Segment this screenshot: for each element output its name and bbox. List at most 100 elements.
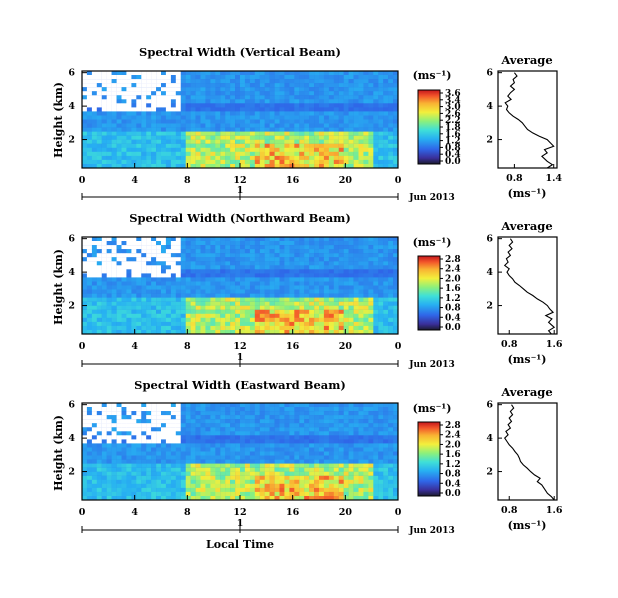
heatmap-cell xyxy=(101,139,107,144)
heatmap-cell xyxy=(82,277,88,282)
heatmap-cell xyxy=(165,297,171,302)
heatmap-cell xyxy=(230,107,236,112)
heatmap-cell xyxy=(165,443,171,448)
heatmap-cell xyxy=(358,127,364,132)
heatmap-cell xyxy=(393,269,399,274)
heatmap-cell xyxy=(190,241,196,246)
heatmap-cell xyxy=(215,321,221,327)
heatmap-cell xyxy=(205,75,211,80)
heatmap-cell xyxy=(106,289,112,294)
heatmap-cell xyxy=(378,293,384,298)
heatmap-cell xyxy=(294,237,300,242)
heatmap-cell xyxy=(319,321,325,327)
heatmap-cell xyxy=(225,443,231,448)
heatmap-cell xyxy=(161,253,167,258)
heatmap-cell xyxy=(333,131,339,136)
heatmap-cell xyxy=(190,415,196,420)
heatmap-cell xyxy=(111,277,117,282)
heatmap-cell xyxy=(220,119,226,124)
heatmap-cell xyxy=(151,249,157,254)
heatmap-cell xyxy=(235,281,241,286)
heatmap-cell xyxy=(116,159,122,165)
heatmap-cell xyxy=(338,483,344,488)
heatmap-cell xyxy=(254,317,260,322)
heatmap-cell xyxy=(240,419,246,424)
heatmap-cell xyxy=(106,297,112,302)
heatmap-cell xyxy=(200,261,206,266)
heatmap-cell xyxy=(86,111,92,116)
heatmap-cell xyxy=(368,143,374,148)
heatmap-cell xyxy=(353,447,359,452)
heatmap-cell xyxy=(274,330,280,335)
heatmap-cell xyxy=(353,301,359,306)
heatmap-cell xyxy=(328,431,334,436)
heatmap-cell xyxy=(82,155,88,161)
heatmap-cell xyxy=(86,107,92,112)
heatmap-cell xyxy=(393,281,399,286)
heatmap-cell xyxy=(383,451,389,456)
heatmap-cell xyxy=(111,281,117,286)
heatmap-cell xyxy=(363,115,369,120)
heatmap-cell xyxy=(111,459,117,464)
heatmap-cell xyxy=(96,471,102,476)
heatmap-cell xyxy=(244,435,250,440)
heatmap-cell xyxy=(373,423,379,428)
heatmap-cell xyxy=(136,164,142,169)
heatmap-cell xyxy=(101,127,107,132)
heatmap-cell xyxy=(244,289,250,294)
heatmap-cell xyxy=(269,79,275,84)
heatmap-cell xyxy=(230,475,236,480)
heatmap-cell xyxy=(289,297,295,302)
heatmap-cell xyxy=(358,309,364,314)
heatmap-cell xyxy=(264,115,270,120)
heatmap-cell xyxy=(304,269,310,274)
heatmap-cell xyxy=(383,75,389,80)
heatmap-cell xyxy=(101,467,107,472)
heatmap-cell xyxy=(195,103,201,108)
heatmap-cell xyxy=(289,245,295,250)
heatmap-cell xyxy=(82,139,88,144)
heatmap-cell xyxy=(304,285,310,290)
heatmap-cell xyxy=(240,281,246,286)
heatmap-cell xyxy=(348,159,354,165)
heatmap-cell xyxy=(205,301,211,306)
heatmap-cell xyxy=(146,95,152,100)
heatmap-cell xyxy=(106,277,112,282)
heatmap-cell xyxy=(388,253,394,258)
date-axis-tick-label: 1 xyxy=(237,185,244,196)
heatmap-cell xyxy=(254,443,260,448)
heatmap-cell xyxy=(289,447,295,452)
heatmap-cell xyxy=(141,325,147,331)
heatmap-cell xyxy=(190,245,196,250)
heatmap-cell xyxy=(235,123,241,128)
heatmap-cell xyxy=(175,249,181,254)
heatmap-cell xyxy=(156,257,162,262)
heatmap-cell xyxy=(274,139,280,144)
heatmap-cell xyxy=(156,269,162,274)
heatmap-cell xyxy=(101,83,107,88)
heatmap-cell xyxy=(338,277,344,282)
heatmap-cell xyxy=(259,261,265,266)
heatmap-cell xyxy=(314,277,320,282)
heatmap-cell xyxy=(284,237,290,242)
heatmap-cell xyxy=(235,455,241,460)
heatmap-cell xyxy=(161,147,167,152)
heatmap-cell xyxy=(383,301,389,306)
heatmap-cell xyxy=(230,75,236,80)
heatmap-cell xyxy=(185,115,191,120)
heatmap-cell xyxy=(170,487,176,493)
heatmap-cell xyxy=(210,269,216,274)
heatmap-cell xyxy=(358,107,364,112)
heatmap-cell xyxy=(96,431,102,436)
heatmap-cell xyxy=(279,496,285,501)
heatmap-cell xyxy=(136,79,142,84)
heatmap-cell xyxy=(279,479,285,484)
heatmap-cell xyxy=(240,447,246,452)
heatmap-cell xyxy=(388,403,394,408)
heatmap-cell xyxy=(383,496,389,501)
heatmap-cell xyxy=(96,423,102,428)
heatmap-cell xyxy=(215,330,221,335)
heatmap-cell xyxy=(165,155,171,161)
heatmap-cell xyxy=(309,293,315,298)
heatmap-cell xyxy=(185,151,191,156)
